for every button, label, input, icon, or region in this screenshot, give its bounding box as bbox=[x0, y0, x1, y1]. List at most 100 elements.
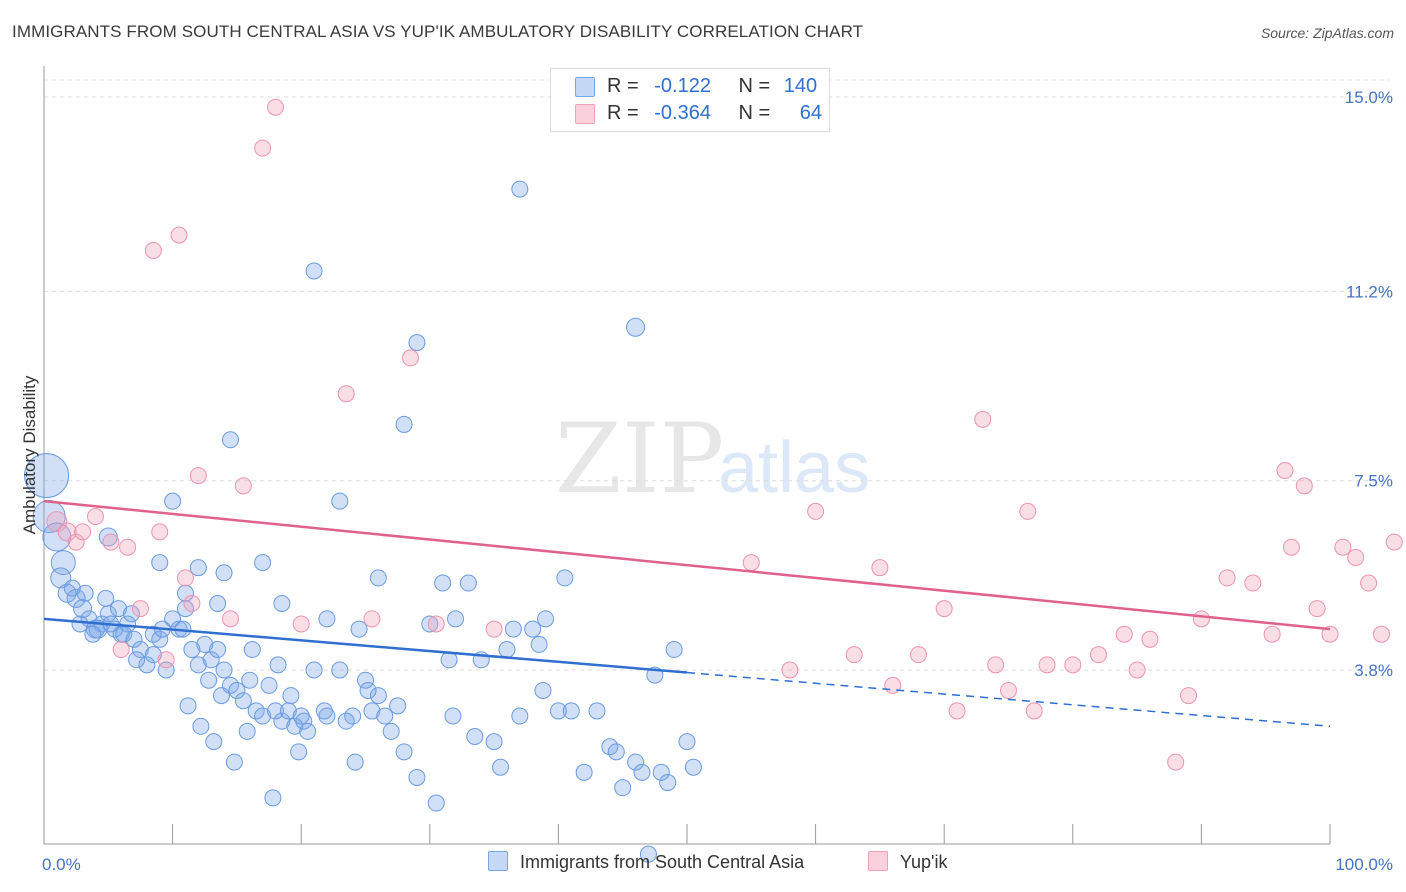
blue-point-110 bbox=[115, 625, 133, 643]
blue-point-55 bbox=[395, 743, 413, 761]
bottom-legend-blue: Immigrants from South Central Asia bbox=[488, 851, 804, 873]
blue-point-98 bbox=[369, 569, 387, 587]
pink-point-20 bbox=[157, 651, 175, 669]
pink-point-39 bbox=[1025, 702, 1043, 720]
pink-point-8 bbox=[170, 226, 188, 244]
blue-point-2 bbox=[42, 522, 72, 552]
blue-point-128 bbox=[492, 758, 510, 776]
blue-point-68 bbox=[562, 702, 580, 720]
blue-point-20 bbox=[131, 641, 149, 659]
pink-point-51 bbox=[1263, 625, 1281, 643]
pink-point-60 bbox=[1372, 625, 1390, 643]
trend-line-blue-extension bbox=[686, 671, 1331, 728]
blue-point-51 bbox=[363, 702, 381, 720]
pink-point-29 bbox=[845, 646, 863, 664]
pink-point-54 bbox=[1295, 477, 1313, 495]
legend-swatch-blue bbox=[575, 77, 595, 97]
pink-point-2 bbox=[67, 533, 85, 551]
blue-point-46 bbox=[305, 661, 323, 679]
blue-point-59 bbox=[447, 610, 465, 628]
blue-point-80 bbox=[626, 317, 646, 337]
chart-source: Source: ZipAtlas.com bbox=[1260, 25, 1394, 41]
blue-point-74 bbox=[639, 845, 657, 863]
blue-point-65 bbox=[524, 620, 542, 638]
pink-point-53 bbox=[1282, 538, 1300, 556]
watermark-zip: ZIP bbox=[555, 403, 724, 515]
blue-point-40 bbox=[266, 702, 284, 720]
pink-point-16 bbox=[176, 569, 194, 587]
axes bbox=[43, 66, 1331, 845]
blue-point-82 bbox=[408, 334, 426, 352]
blue-point-57 bbox=[421, 615, 439, 633]
blue-point-35 bbox=[234, 692, 252, 710]
blue-point-38 bbox=[254, 707, 272, 725]
pink-point-21 bbox=[221, 610, 239, 628]
blue-point-101 bbox=[530, 635, 548, 653]
blue-point-54 bbox=[382, 722, 400, 740]
pink-point-48 bbox=[1192, 610, 1210, 628]
blue-point-72 bbox=[614, 779, 632, 797]
pink-point-58 bbox=[1347, 548, 1365, 566]
trend-line-blue bbox=[43, 617, 688, 674]
blue-point-58 bbox=[434, 574, 452, 592]
blue-point-32 bbox=[215, 661, 233, 679]
legend-pink-r-label: R = bbox=[607, 102, 639, 124]
pink-point-9 bbox=[254, 139, 272, 157]
blue-point-45 bbox=[299, 722, 317, 740]
blue-point-44 bbox=[292, 707, 310, 725]
pink-point-34 bbox=[948, 702, 966, 720]
pink-point-32 bbox=[909, 646, 927, 664]
blue-point-135 bbox=[238, 722, 256, 740]
blue-point-107 bbox=[76, 584, 94, 602]
blue-point-116 bbox=[243, 641, 261, 659]
blue-point-79 bbox=[633, 763, 651, 781]
blue-point-66 bbox=[537, 610, 555, 628]
trend-line-pink bbox=[43, 499, 1331, 631]
legend-pink-r-value: -0.364 bbox=[654, 102, 711, 124]
blue-point-93 bbox=[176, 584, 194, 602]
blue-point-75 bbox=[652, 763, 670, 781]
blue-point-100 bbox=[504, 620, 522, 638]
blue-point-131 bbox=[659, 774, 677, 792]
blue-point-85 bbox=[221, 431, 239, 449]
series-pink-points bbox=[46, 98, 1403, 771]
blue-point-27 bbox=[157, 661, 175, 679]
blue-point-134 bbox=[264, 789, 282, 807]
pink-point-56 bbox=[1321, 625, 1339, 643]
bottom-legend-swatch-pink bbox=[868, 851, 888, 871]
blue-point-102 bbox=[556, 569, 574, 587]
blue-point-67 bbox=[549, 702, 567, 720]
pink-point-5 bbox=[102, 533, 120, 551]
blue-point-56 bbox=[408, 768, 426, 786]
blue-point-0 bbox=[24, 453, 70, 499]
blue-point-34 bbox=[228, 681, 246, 699]
blue-point-84 bbox=[395, 415, 413, 433]
y-axis-title: Ambulatory Disability bbox=[20, 375, 39, 534]
blue-point-87 bbox=[331, 492, 349, 510]
pink-point-37 bbox=[1000, 681, 1017, 699]
blue-point-92 bbox=[254, 554, 272, 572]
blue-point-108 bbox=[63, 579, 81, 597]
pink-point-23 bbox=[363, 610, 381, 628]
pink-point-7 bbox=[144, 241, 162, 259]
blue-point-53 bbox=[376, 707, 394, 725]
blue-point-43 bbox=[286, 717, 304, 735]
watermark-atlas: atlas bbox=[718, 428, 870, 508]
blue-point-29 bbox=[196, 635, 214, 653]
legend-pink-n-label: N = bbox=[738, 102, 771, 124]
blue-point-95 bbox=[273, 594, 291, 612]
pink-point-10 bbox=[266, 98, 284, 116]
legend-swatch-pink bbox=[575, 104, 595, 124]
legend-blue-r-value: -0.122 bbox=[654, 75, 711, 97]
blue-point-94 bbox=[209, 594, 227, 612]
y-tick-label-1: 7.5% bbox=[1354, 472, 1393, 491]
blue-point-117 bbox=[269, 656, 287, 674]
blue-point-6 bbox=[66, 588, 86, 608]
blue-point-47 bbox=[318, 707, 336, 725]
blue-point-62 bbox=[485, 733, 503, 751]
legend-blue-r-label: R = bbox=[607, 75, 639, 97]
blue-point-52 bbox=[369, 687, 387, 705]
pink-point-61 bbox=[1385, 533, 1403, 551]
blue-point-16 bbox=[125, 630, 143, 648]
